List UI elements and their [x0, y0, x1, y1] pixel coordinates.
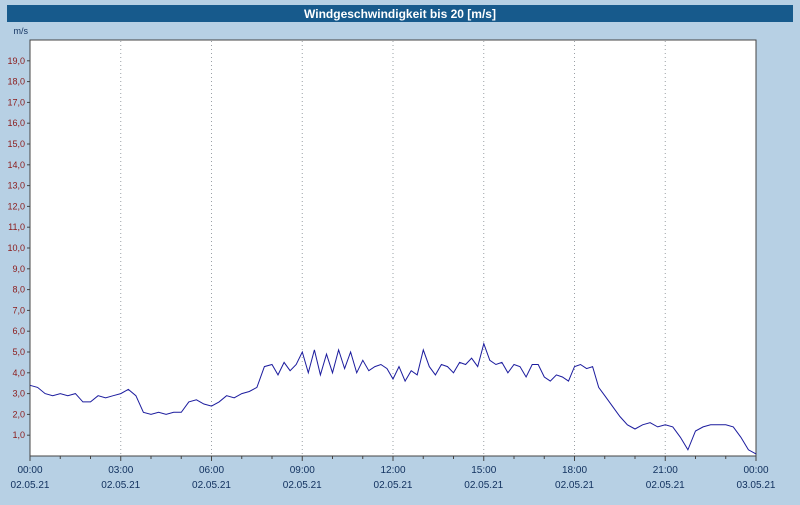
svg-text:5,0: 5,0 — [12, 347, 25, 357]
svg-text:06:00: 06:00 — [199, 465, 224, 476]
svg-text:2,0: 2,0 — [12, 409, 25, 419]
svg-text:11,0: 11,0 — [8, 222, 25, 232]
svg-text:00:00: 00:00 — [743, 465, 768, 476]
svg-text:02.05.21: 02.05.21 — [646, 480, 685, 491]
svg-text:6,0: 6,0 — [12, 326, 25, 336]
svg-text:9,0: 9,0 — [12, 264, 25, 274]
svg-text:02.05.21: 02.05.21 — [464, 480, 503, 491]
svg-text:12:00: 12:00 — [380, 465, 405, 476]
svg-text:18:00: 18:00 — [562, 465, 587, 476]
svg-text:16,0: 16,0 — [7, 118, 25, 128]
svg-text:10,0: 10,0 — [7, 243, 25, 253]
svg-text:14,0: 14,0 — [7, 160, 25, 170]
svg-text:3,0: 3,0 — [12, 389, 25, 399]
title-bar: Windgeschwindigkeit bis 20 [m/s] — [7, 5, 793, 22]
svg-text:8,0: 8,0 — [12, 285, 25, 295]
svg-text:09:00: 09:00 — [290, 465, 315, 476]
svg-text:15,0: 15,0 — [7, 139, 25, 149]
svg-text:21:00: 21:00 — [653, 465, 678, 476]
svg-text:m/s: m/s — [14, 26, 29, 36]
svg-text:02.05.21: 02.05.21 — [555, 480, 594, 491]
svg-text:4,0: 4,0 — [12, 368, 25, 378]
svg-text:18,0: 18,0 — [7, 77, 25, 87]
svg-text:02.05.21: 02.05.21 — [283, 480, 322, 491]
svg-text:1,0: 1,0 — [12, 430, 25, 440]
svg-text:17,0: 17,0 — [7, 97, 25, 107]
svg-text:02.05.21: 02.05.21 — [374, 480, 413, 491]
svg-text:12,0: 12,0 — [7, 201, 25, 211]
svg-text:02.05.21: 02.05.21 — [192, 480, 231, 491]
svg-text:7,0: 7,0 — [12, 305, 25, 315]
svg-text:13,0: 13,0 — [7, 181, 25, 191]
svg-text:03.05.21: 03.05.21 — [737, 480, 776, 491]
svg-text:02.05.21: 02.05.21 — [11, 480, 50, 491]
svg-text:19,0: 19,0 — [7, 56, 25, 66]
svg-text:15:00: 15:00 — [471, 465, 496, 476]
svg-text:03:00: 03:00 — [108, 465, 133, 476]
svg-text:00:00: 00:00 — [17, 465, 42, 476]
chart-title: Windgeschwindigkeit bis 20 [m/s] — [304, 6, 496, 21]
svg-text:02.05.21: 02.05.21 — [101, 480, 140, 491]
